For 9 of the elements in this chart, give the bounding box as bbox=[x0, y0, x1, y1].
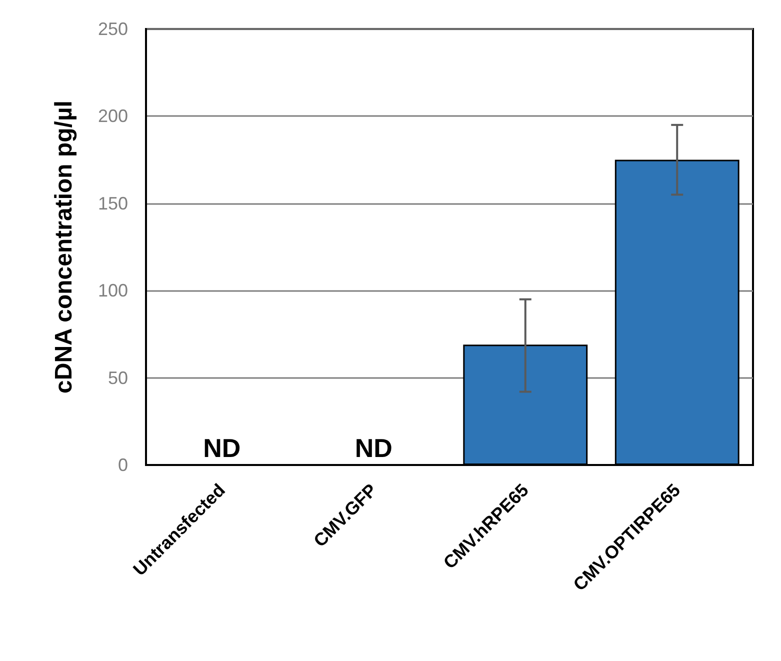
y-tick-label: 150 bbox=[98, 193, 128, 214]
y-axis-title: cDNA concentration pg/µl bbox=[50, 100, 78, 394]
y-tick-label: 100 bbox=[98, 280, 128, 301]
annotation: ND bbox=[203, 433, 241, 463]
annotation: ND bbox=[354, 433, 392, 463]
y-tick-label: 250 bbox=[98, 19, 128, 39]
y-tick-label: 0 bbox=[118, 455, 128, 475]
y-tick-label: 50 bbox=[108, 368, 128, 388]
y-tick-label: 200 bbox=[98, 106, 128, 126]
